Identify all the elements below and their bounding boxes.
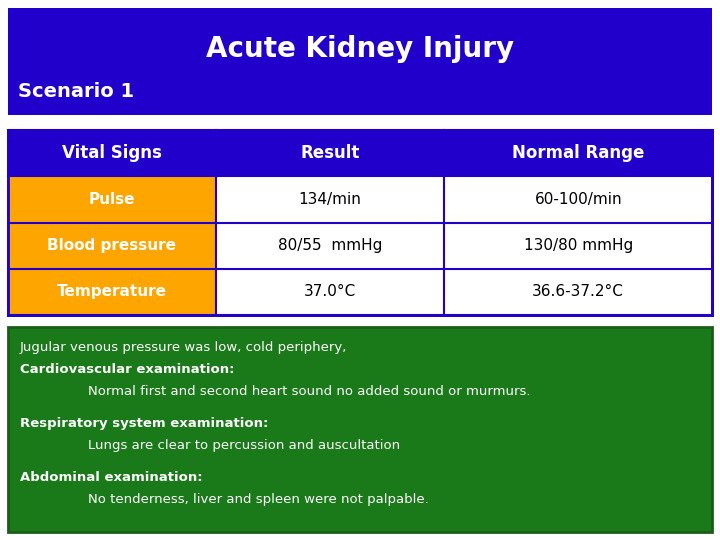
Text: Lungs are clear to percussion and auscultation: Lungs are clear to percussion and auscul… [88, 439, 400, 452]
Text: 36.6-37.2°C: 36.6-37.2°C [532, 285, 624, 299]
Text: Result: Result [300, 144, 360, 162]
Text: 134/min: 134/min [299, 192, 361, 207]
Text: Acute Kidney Injury: Acute Kidney Injury [206, 35, 514, 63]
Bar [8, 130, 712, 315]
Text: Normal Range: Normal Range [512, 144, 644, 162]
Text: Respiratory system examination:: Respiratory system examination: [20, 417, 269, 430]
Bar [8, 327, 712, 532]
Bar [8, 176, 216, 222]
Bar [8, 130, 712, 176]
Text: 37.0°C: 37.0°C [304, 285, 356, 299]
Bar [8, 222, 216, 269]
Text: No tenderness, liver and spleen were not palpable.: No tenderness, liver and spleen were not… [88, 493, 428, 506]
Text: Blood pressure: Blood pressure [48, 238, 176, 253]
Text: Normal first and second heart sound no added sound or murmurs.: Normal first and second heart sound no a… [88, 385, 531, 398]
Text: 130/80 mmHg: 130/80 mmHg [523, 238, 633, 253]
Text: Vital Signs: Vital Signs [62, 144, 162, 162]
Text: Abdominal examination:: Abdominal examination: [20, 471, 202, 484]
Bar [8, 269, 216, 315]
Text: Pulse: Pulse [89, 192, 135, 207]
Bar [8, 130, 712, 315]
Text: Scenario 1: Scenario 1 [18, 82, 134, 101]
Text: 80/55  mmHg: 80/55 mmHg [278, 238, 382, 253]
Text: Cardiovascular examination:: Cardiovascular examination: [20, 363, 235, 376]
Text: Temperature: Temperature [57, 285, 167, 299]
Text: 60-100/min: 60-100/min [534, 192, 622, 207]
Bar [8, 8, 712, 115]
Text: Jugular venous pressure was low, cold periphery,: Jugular venous pressure was low, cold pe… [20, 341, 347, 354]
